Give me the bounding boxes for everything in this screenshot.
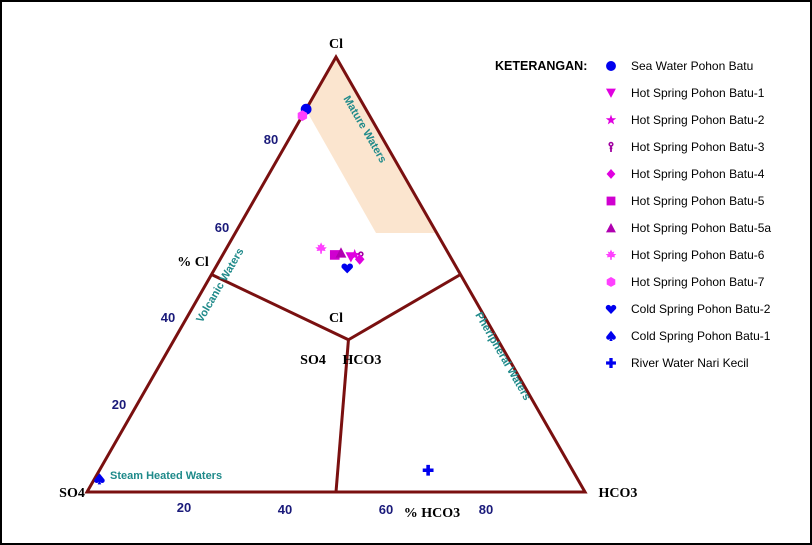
legend-symbol-icon [605,304,617,314]
center-label-so4: SO4 [300,353,326,368]
legend-symbol-icon [608,141,614,152]
legend-label: Hot Spring Pohon Batu-5 [631,194,765,208]
legend-label: Hot Spring Pohon Batu-6 [631,248,765,262]
region-label-steam-heated-waters: Steam Heated Waters [110,470,222,482]
legend-marker [606,358,616,368]
legend-item: Hot Spring Pohon Batu-7 [603,272,803,292]
region-boundaries [210,273,462,493]
legend-marker [608,141,614,152]
legend-label: Hot Spring Pohon Batu-4 [631,167,765,181]
legend-item: Cold Spring Pohon Batu-2 [603,299,803,319]
data-point [335,247,347,258]
apex-label-cl: Cl [329,37,343,52]
legend-symbol-icon [606,196,616,206]
legend-marker [606,330,616,341]
bottom-tick-label: 60 [379,502,393,517]
bottom-tick-label: 80 [479,502,493,517]
legend-label: Hot Spring Pohon Batu-1 [631,86,765,100]
legend-item: Cold Spring Pohon Batu-1 [603,326,803,346]
bottom-tick-label: 20 [177,500,191,515]
legend-marker [606,88,616,98]
legend-label: Sea Water Pohon Batu [631,59,754,73]
boundary-volcanic [210,273,350,342]
legend-symbol-icon [606,223,616,233]
legend-symbol-icon [606,169,616,179]
bottom-tick-labels: 20 40 60 80 [177,500,493,517]
legend-item: River Water Nari Kecil [603,353,803,373]
legend-marker [606,223,616,233]
legend-label: Hot Spring Pohon Batu-5a [631,221,772,235]
legend-title: KETERANGAN: [495,59,588,73]
legend-label: Hot Spring Pohon Batu-7 [631,275,765,289]
legend-item: Hot Spring Pohon Batu-5a [603,218,803,238]
legend-label: River Water Nari Kecil [631,356,749,370]
data-points [94,103,434,485]
bottom-tick-label: 40 [278,502,292,517]
legend-symbol-icon [605,249,617,260]
data-point [349,248,361,260]
data-point [354,253,365,265]
legend-marker [605,304,617,314]
ternary-triangle [84,53,588,494]
data-point [315,242,327,254]
center-label-hco3: HCO3 [343,353,382,368]
legend-item: Hot Spring Pohon Batu-5 [603,191,803,211]
left-tick-labels: 20 40 60 80 [112,132,278,412]
legend-symbol-icon [606,330,616,341]
legend-label: Cold Spring Pohon Batu-1 [631,329,771,343]
legend-symbol-icon [606,88,616,98]
mature-waters-region [305,57,437,233]
legend-symbol-icon [606,358,616,368]
corner-label-hco3: HCO3 [599,486,638,501]
legend-symbol-icon [606,277,616,287]
legend-label: Hot Spring Pohon Batu-3 [631,140,765,154]
data-point [94,473,105,485]
legend-label: Cold Spring Pohon Batu-2 [631,302,771,316]
legend-marker [606,169,616,179]
center-label-cl: Cl [329,311,343,326]
legend-marker [606,277,616,287]
legend-label: Hot Spring Pohon Batu-2 [631,113,765,127]
legend-item: Sea Water Pohon Batu [603,56,803,76]
left-tick-label: 20 [112,397,126,412]
legend-item: Hot Spring Pohon Batu-6 [603,245,803,265]
legend-symbol-icon [605,114,617,125]
legend-item: Hot Spring Pohon Batu-1 [603,83,803,103]
boundary-steam [334,339,350,493]
legend-marker [606,61,616,71]
region-label-pheripheral-waters: Pheripheral Waters [472,310,532,402]
legend-marker [605,114,617,125]
data-point [329,250,340,260]
axis-label-percent-hco3: % HCO3 [404,506,460,521]
data-point [341,263,353,274]
boundary-peripheral [347,273,462,342]
legend-marker [605,249,617,260]
legend-item: Hot Spring Pohon Batu-3 [603,137,803,157]
corner-label-so4: SO4 [59,486,85,501]
data-point [422,464,434,476]
data-point [297,110,308,122]
left-tick-label: 40 [161,310,175,325]
left-tick-label: 80 [264,132,278,147]
axis-label-percent-cl: % Cl [177,255,209,270]
legend-symbol-icon [606,61,616,71]
legend-item: Hot Spring Pohon Batu-4 [603,164,803,184]
legend-marker [606,196,616,206]
left-tick-label: 60 [215,220,229,235]
legend-item: Hot Spring Pohon Batu-2 [603,110,803,130]
